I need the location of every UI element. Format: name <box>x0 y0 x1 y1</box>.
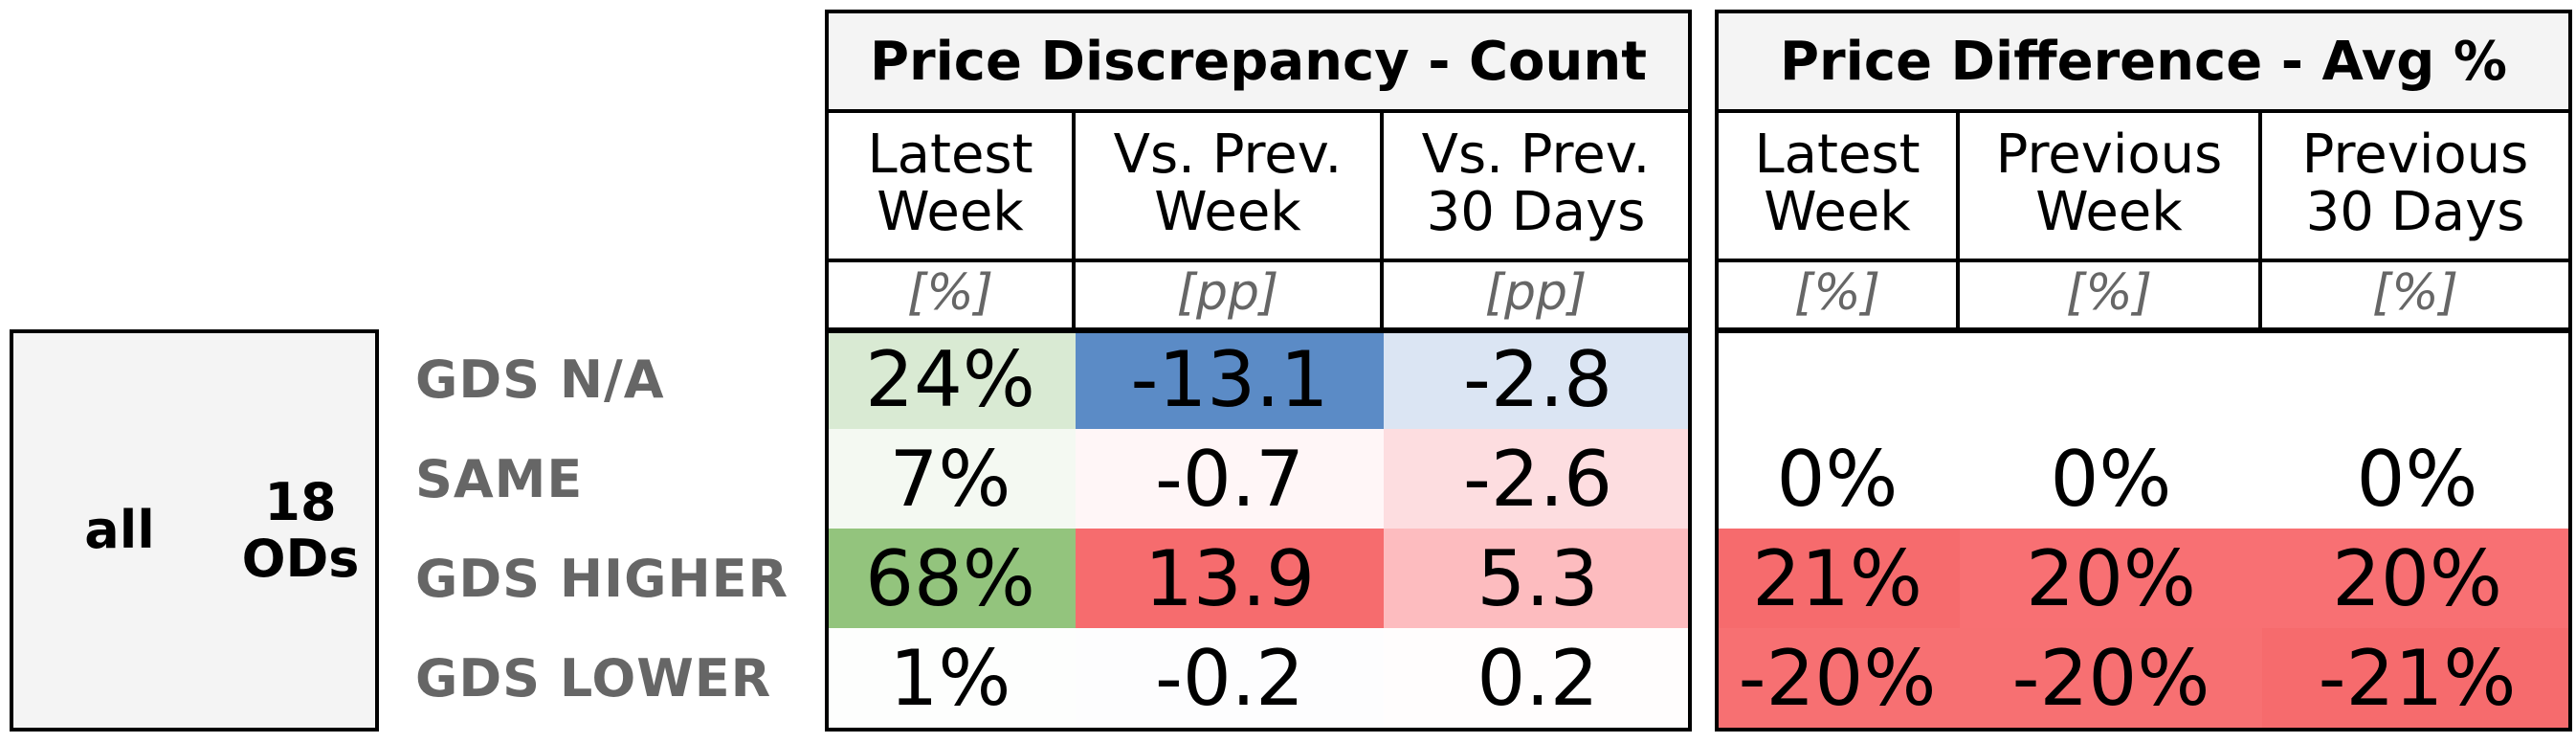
column-header: Latest Week <box>825 109 1076 262</box>
table-cell: 1% <box>825 628 1076 728</box>
table-cell: 21% <box>1715 529 1960 628</box>
table-cell <box>1715 329 1960 429</box>
panel-title: Price Difference - Avg % <box>1715 10 2572 113</box>
column-unit: [pp] <box>1072 259 1384 331</box>
table-cell <box>1960 329 2262 429</box>
table-cell: -2.6 <box>1384 429 1692 529</box>
table-cell: 24% <box>825 329 1076 429</box>
column-unit: [%] <box>1956 259 2262 331</box>
column-header: Previous 30 Days <box>2258 109 2572 262</box>
table-cell <box>2262 329 2572 429</box>
column-unit: [%] <box>825 259 1076 331</box>
table-cell: 0% <box>2262 429 2572 529</box>
table-cell: 20% <box>2262 529 2572 628</box>
column-header: Vs. Prev. 30 Days <box>1380 109 1692 262</box>
table-cell: -0.2 <box>1076 628 1384 728</box>
table-cell: -13.1 <box>1076 329 1384 429</box>
row-label: GDS N/A <box>415 349 665 410</box>
column-unit: [%] <box>1715 259 1960 331</box>
column-header: Vs. Prev. Week <box>1072 109 1384 262</box>
column-unit: [pp] <box>1380 259 1692 331</box>
table-cell: 68% <box>825 529 1076 628</box>
segment-label: all <box>84 500 155 561</box>
table-cell: 20% <box>1960 529 2262 628</box>
table-cell: 7% <box>825 429 1076 529</box>
table-cell: 13.9 <box>1076 529 1384 628</box>
column-header: Latest Week <box>1715 109 1960 262</box>
table-cell: -21% <box>2262 628 2572 728</box>
row-group-area <box>10 329 379 732</box>
table-cell: 0.2 <box>1384 628 1692 728</box>
panel-title: Price Discrepancy - Count <box>825 10 1692 113</box>
table-cell: -0.7 <box>1076 429 1384 529</box>
od-count-label: 18 ODs <box>241 471 360 589</box>
table-cell: 5.3 <box>1384 529 1692 628</box>
row-label: SAME <box>415 448 584 509</box>
table-cell: -2.8 <box>1384 329 1692 429</box>
row-label: GDS LOWER <box>415 647 772 709</box>
table-cell: 0% <box>1960 429 2262 529</box>
table-cell: 0% <box>1715 429 1960 529</box>
table-cell: -20% <box>1715 628 1960 728</box>
table-cell: -20% <box>1960 628 2262 728</box>
row-label: GDS HIGHER <box>415 548 789 609</box>
column-unit: [%] <box>2258 259 2572 331</box>
column-header: Previous Week <box>1956 109 2262 262</box>
